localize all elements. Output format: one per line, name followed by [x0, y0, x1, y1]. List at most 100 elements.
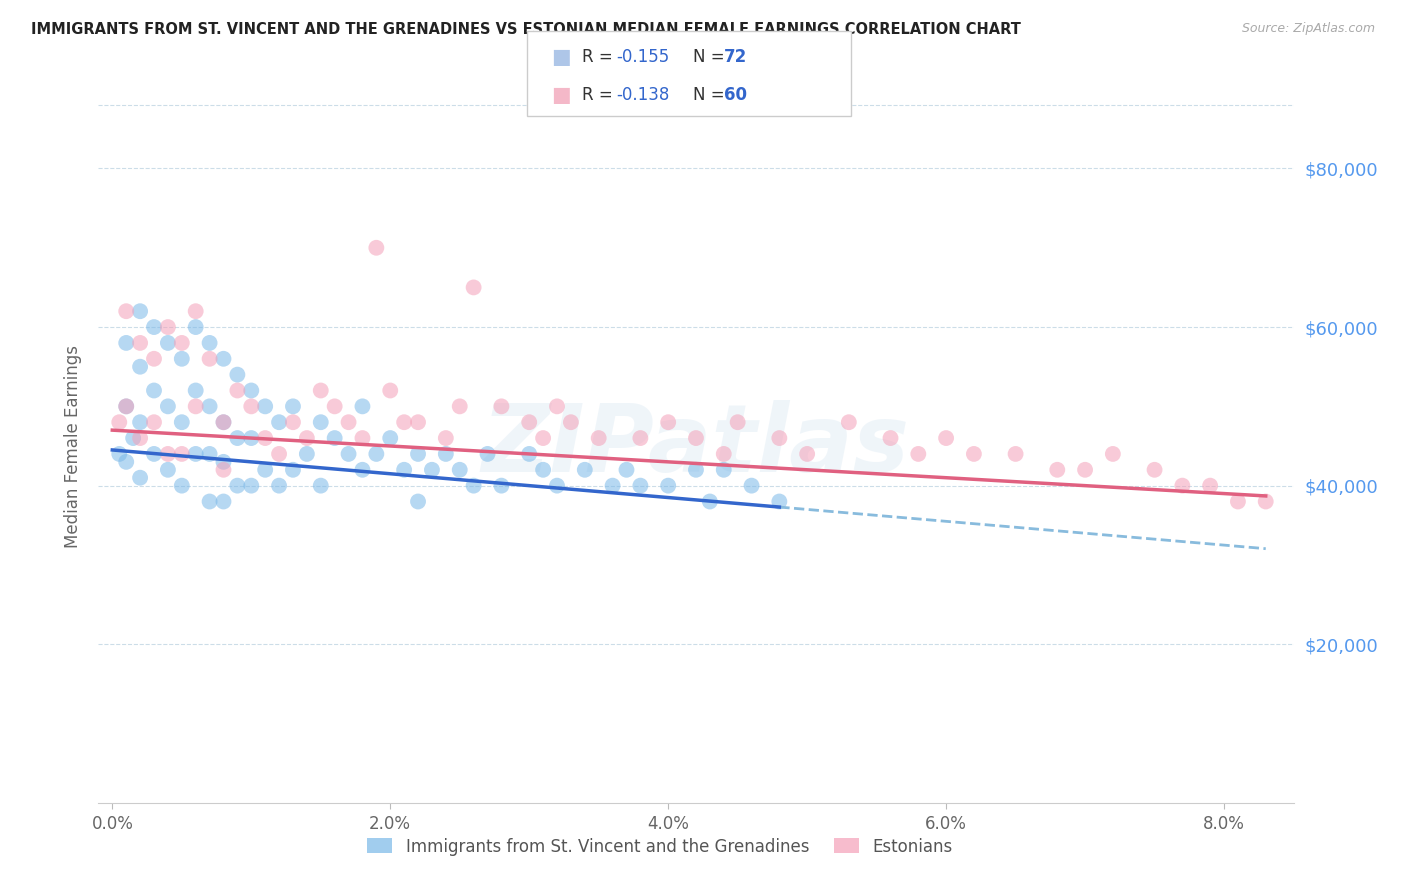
Point [352, 400, 374, 414]
Point [267, 415, 290, 429]
Point [434, 447, 457, 461]
Point [602, 478, 624, 492]
Point [143, 320, 166, 334]
Point [240, 400, 263, 414]
Point [212, 463, 235, 477]
Point [309, 478, 332, 492]
Point [115, 455, 138, 469]
Point [768, 494, 790, 508]
Point [628, 431, 651, 445]
Point [406, 447, 429, 461]
Point [392, 463, 415, 477]
Point [352, 463, 374, 477]
Point [657, 415, 679, 429]
Point [198, 351, 221, 366]
Point [226, 431, 249, 445]
Point [560, 415, 582, 429]
Point [212, 351, 235, 366]
Text: 60: 60 [724, 86, 747, 103]
Point [838, 415, 860, 429]
Point [184, 320, 207, 334]
Point [212, 415, 235, 429]
Point [420, 463, 443, 477]
Point [156, 400, 179, 414]
Point [309, 384, 332, 398]
Point [156, 335, 179, 350]
Point [449, 463, 471, 477]
Point [323, 431, 346, 445]
Point [184, 304, 207, 318]
Point [352, 431, 374, 445]
Point [1226, 494, 1249, 508]
Point [406, 494, 429, 508]
Point [907, 447, 929, 461]
Point [240, 478, 263, 492]
Point [267, 447, 290, 461]
Legend: Immigrants from St. Vincent and the Grenadines, Estonians: Immigrants from St. Vincent and the Gren… [361, 831, 959, 863]
Point [741, 478, 763, 492]
Text: ZIPatlas: ZIPatlas [482, 400, 910, 492]
Point [546, 400, 568, 414]
Point [477, 447, 499, 461]
Point [156, 320, 179, 334]
Point [337, 415, 360, 429]
Point [935, 431, 957, 445]
Point [1199, 478, 1222, 492]
Point [380, 431, 402, 445]
Point [156, 463, 179, 477]
Point [517, 415, 540, 429]
Point [170, 478, 193, 492]
Text: R =: R = [582, 48, 619, 66]
Point [170, 415, 193, 429]
Point [392, 415, 415, 429]
Point [129, 431, 152, 445]
Point [1004, 447, 1026, 461]
Point [434, 431, 457, 445]
Point [129, 304, 152, 318]
Point [531, 463, 554, 477]
Point [463, 280, 485, 294]
Point [115, 400, 138, 414]
Point [170, 335, 193, 350]
Point [281, 415, 304, 429]
Point [796, 447, 818, 461]
Point [463, 478, 485, 492]
Point [212, 455, 235, 469]
Point [129, 359, 152, 374]
Point [713, 447, 735, 461]
Point [143, 351, 166, 366]
Text: -0.138: -0.138 [616, 86, 669, 103]
Point [281, 400, 304, 414]
Point [366, 241, 388, 255]
Point [122, 431, 145, 445]
Point [115, 304, 138, 318]
Point [491, 400, 513, 414]
Point [366, 447, 388, 461]
Point [1254, 494, 1277, 508]
Point [198, 335, 221, 350]
Point [1074, 463, 1097, 477]
Point [184, 384, 207, 398]
Point [115, 335, 138, 350]
Point [657, 478, 679, 492]
Point [517, 447, 540, 461]
Point [226, 478, 249, 492]
Point [616, 463, 638, 477]
Text: Source: ZipAtlas.com: Source: ZipAtlas.com [1241, 22, 1375, 36]
Point [198, 494, 221, 508]
Y-axis label: Median Female Earnings: Median Female Earnings [63, 344, 82, 548]
Point [240, 431, 263, 445]
Point [1143, 463, 1166, 477]
Point [143, 415, 166, 429]
Point [1171, 478, 1194, 492]
Point [449, 400, 471, 414]
Point [685, 431, 707, 445]
Point [184, 400, 207, 414]
Point [309, 415, 332, 429]
Point [574, 463, 596, 477]
Point [254, 431, 277, 445]
Text: R =: R = [582, 86, 619, 103]
Point [156, 447, 179, 461]
Point [115, 400, 138, 414]
Point [267, 478, 290, 492]
